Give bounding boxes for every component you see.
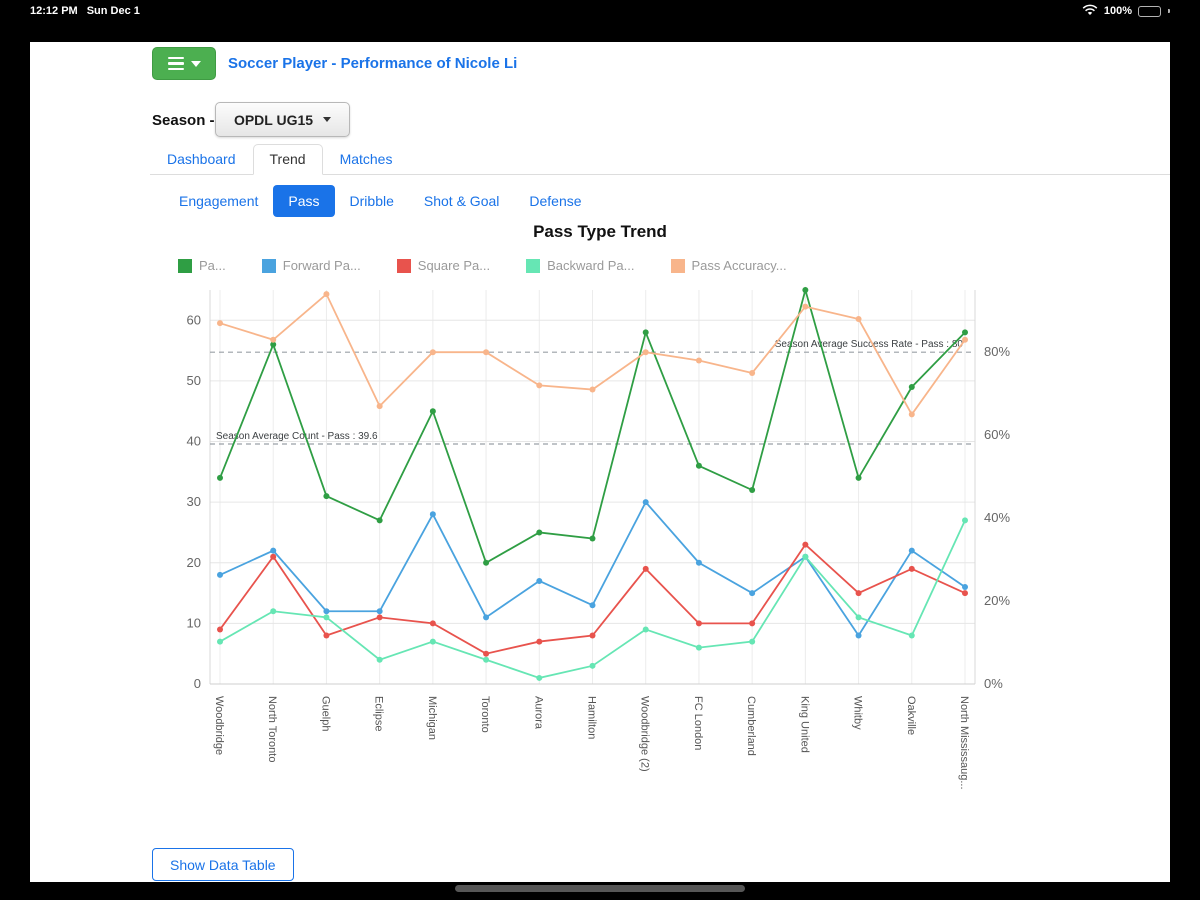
- chart-canvas: 0 10 20 30 40 50 60 0% 20% 40% 60% 80% Woodbridge Nor…: [187, 286, 1010, 790]
- legend-item-pass[interactable]: Pa...: [178, 258, 226, 273]
- subtab-pass[interactable]: Pass: [273, 185, 335, 217]
- home-indicator[interactable]: [455, 885, 745, 892]
- svg-text:Woodbridge (2): Woodbridge (2): [639, 696, 651, 772]
- chart-legend: Pa... Forward Pa... Square Pa... Backwar…: [178, 258, 787, 273]
- svg-text:Season Average Success Rate -: Season Average Success Rate - Pass : 80: [775, 339, 964, 350]
- svg-text:40: 40: [187, 434, 201, 449]
- svg-text:50: 50: [187, 373, 201, 388]
- tab-matches[interactable]: Matches: [339, 151, 393, 167]
- status-time: 12:12 PM: [30, 5, 78, 17]
- svg-text:20: 20: [187, 555, 201, 570]
- app-screen: Soccer Player - Performance of Nicole Li…: [30, 42, 1170, 882]
- menu-button[interactable]: [152, 47, 216, 80]
- season-selected-value: OPDL UG15: [233, 111, 314, 128]
- svg-text:North Mississaug...: North Mississaug...: [958, 696, 970, 790]
- svg-text:FC London: FC London: [692, 696, 704, 750]
- svg-text:Season Average Count - Pass :: Season Average Count - Pass : 39.6: [216, 431, 378, 442]
- svg-text:Eclipse: Eclipse: [373, 696, 385, 731]
- legend-swatch-pass-accuracy: [670, 258, 685, 273]
- wifi-icon: [1082, 4, 1098, 19]
- svg-text:80%: 80%: [984, 344, 1010, 359]
- subtab-shot-goal[interactable]: Shot & Goal: [423, 193, 500, 209]
- tab-dashboard[interactable]: Dashboard: [167, 151, 236, 167]
- svg-text:0%: 0%: [984, 676, 1003, 691]
- svg-text:Hamilton: Hamilton: [586, 696, 598, 739]
- battery-tip: [1168, 9, 1170, 13]
- legend-swatch-forward-pass: [261, 258, 276, 273]
- svg-text:10: 10: [187, 615, 201, 630]
- legend-label-square-pass: Square Pa...: [417, 258, 491, 273]
- status-bar: 12:12 PM Sun Dec 1 100%: [0, 0, 1200, 22]
- subtab-engagement[interactable]: Engagement: [179, 193, 259, 209]
- page-title: Soccer Player - Performance of Nicole Li: [228, 55, 518, 72]
- svg-text:60: 60: [187, 312, 201, 327]
- pass-type-trend-chart: 0 10 20 30 40 50 60 0% 20% 40% 60% 80% Woodbridge Nor…: [150, 280, 1050, 860]
- svg-text:King United: King United: [798, 696, 810, 753]
- hamburger-icon: [167, 56, 184, 71]
- legend-swatch-square-pass: [396, 258, 411, 273]
- legend-item-pass-accuracy[interactable]: Pass Accuracy...: [670, 258, 787, 273]
- legend-swatch-backward-pass: [526, 258, 541, 273]
- battery-percent: 100%: [1103, 5, 1132, 17]
- battery-icon: [1138, 5, 1161, 17]
- legend-label-pass-accuracy: Pass Accuracy...: [691, 258, 787, 273]
- legend-item-forward-pass[interactable]: Forward Pa...: [261, 258, 361, 273]
- legend-label-backward-pass: Backward Pa...: [547, 258, 635, 273]
- main-tabs: Dashboard Trend Matches: [150, 144, 1170, 175]
- svg-text:Whitby: Whitby: [852, 696, 864, 730]
- svg-text:Oakville: Oakville: [905, 696, 917, 735]
- svg-text:Guelph: Guelph: [319, 696, 331, 731]
- legend-item-square-pass[interactable]: Square Pa...: [396, 258, 491, 273]
- svg-text:Aurora: Aurora: [532, 696, 544, 730]
- chevron-down-icon: [190, 60, 201, 67]
- legend-item-backward-pass[interactable]: Backward Pa...: [526, 258, 635, 273]
- legend-label-forward-pass: Forward Pa...: [282, 258, 361, 273]
- sub-tabs: Engagement Pass Dribble Shot & Goal Defe…: [164, 185, 597, 217]
- svg-text:40%: 40%: [984, 510, 1010, 525]
- status-date: Sun Dec 1: [86, 5, 140, 17]
- svg-text:Toronto: Toronto: [479, 696, 491, 733]
- svg-text:0: 0: [194, 676, 201, 691]
- tab-trend[interactable]: Trend: [252, 144, 323, 175]
- svg-text:Cumberland: Cumberland: [745, 696, 757, 756]
- legend-swatch-pass: [178, 258, 192, 273]
- svg-text:Michigan: Michigan: [426, 696, 438, 740]
- show-data-table-button[interactable]: Show Data Table: [152, 848, 294, 881]
- chevron-down-icon: [323, 117, 332, 122]
- season-label: Season -: [152, 112, 215, 129]
- legend-label-pass: Pa...: [199, 258, 226, 273]
- svg-text:20%: 20%: [984, 593, 1010, 608]
- chart-title: Pass Type Trend: [533, 222, 667, 241]
- svg-text:30: 30: [187, 494, 201, 509]
- subtab-dribble[interactable]: Dribble: [349, 193, 394, 209]
- svg-text:North Toronto: North Toronto: [266, 696, 278, 762]
- subtab-defense[interactable]: Defense: [529, 193, 582, 209]
- svg-text:60%: 60%: [984, 427, 1010, 442]
- svg-text:Woodbridge: Woodbridge: [213, 696, 225, 755]
- season-dropdown[interactable]: OPDL UG15: [215, 102, 350, 137]
